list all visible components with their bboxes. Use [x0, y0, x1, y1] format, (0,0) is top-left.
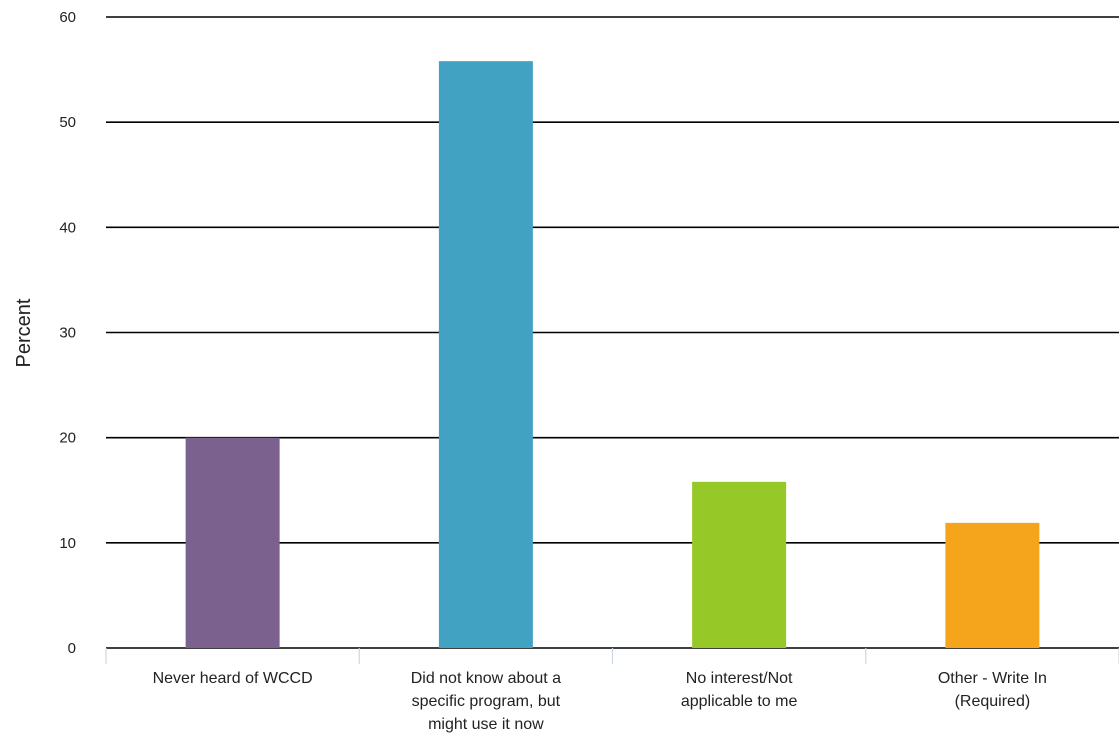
- bar: [692, 481, 787, 648]
- x-category-label-line: Other - Write In: [938, 670, 1047, 687]
- y-tick-label: 10: [59, 535, 76, 552]
- x-category-label-line: No interest/Not: [686, 670, 793, 687]
- y-tick-label: 40: [59, 219, 76, 236]
- x-category-label: Other - Write In (Required): [938, 670, 1047, 710]
- axes: [105, 648, 1119, 664]
- bar: [438, 61, 533, 649]
- bar: [945, 522, 1040, 648]
- y-tick-label: 50: [59, 114, 76, 131]
- y-tick-label: 0: [68, 640, 76, 657]
- x-category-label-line: Never heard of WCCD: [153, 670, 313, 687]
- x-category-label-line: might use it now: [428, 716, 544, 733]
- y-axis-title: Percent: [13, 298, 35, 367]
- bars: [185, 61, 1040, 649]
- x-category-label-line: specific program, but: [412, 693, 561, 710]
- x-category-label: No interest/Not applicable to me: [681, 670, 798, 710]
- x-category-label-line: applicable to me: [681, 693, 798, 710]
- x-category-label: Never heard of WCCD: [153, 670, 313, 687]
- x-category-label-line: Did not know about a: [411, 670, 561, 687]
- x-category-label: Did not know about a specific program, bu…: [411, 670, 561, 733]
- x-category-label-line: (Required): [955, 693, 1031, 710]
- y-tick-label: 30: [59, 325, 76, 342]
- bar: [185, 437, 280, 648]
- y-tick-label: 60: [59, 9, 76, 26]
- y-tick-label: 20: [59, 430, 76, 447]
- labels: 0 10 20 30 40 50 60 Never heard of WCCD Did not …: [59, 9, 1047, 733]
